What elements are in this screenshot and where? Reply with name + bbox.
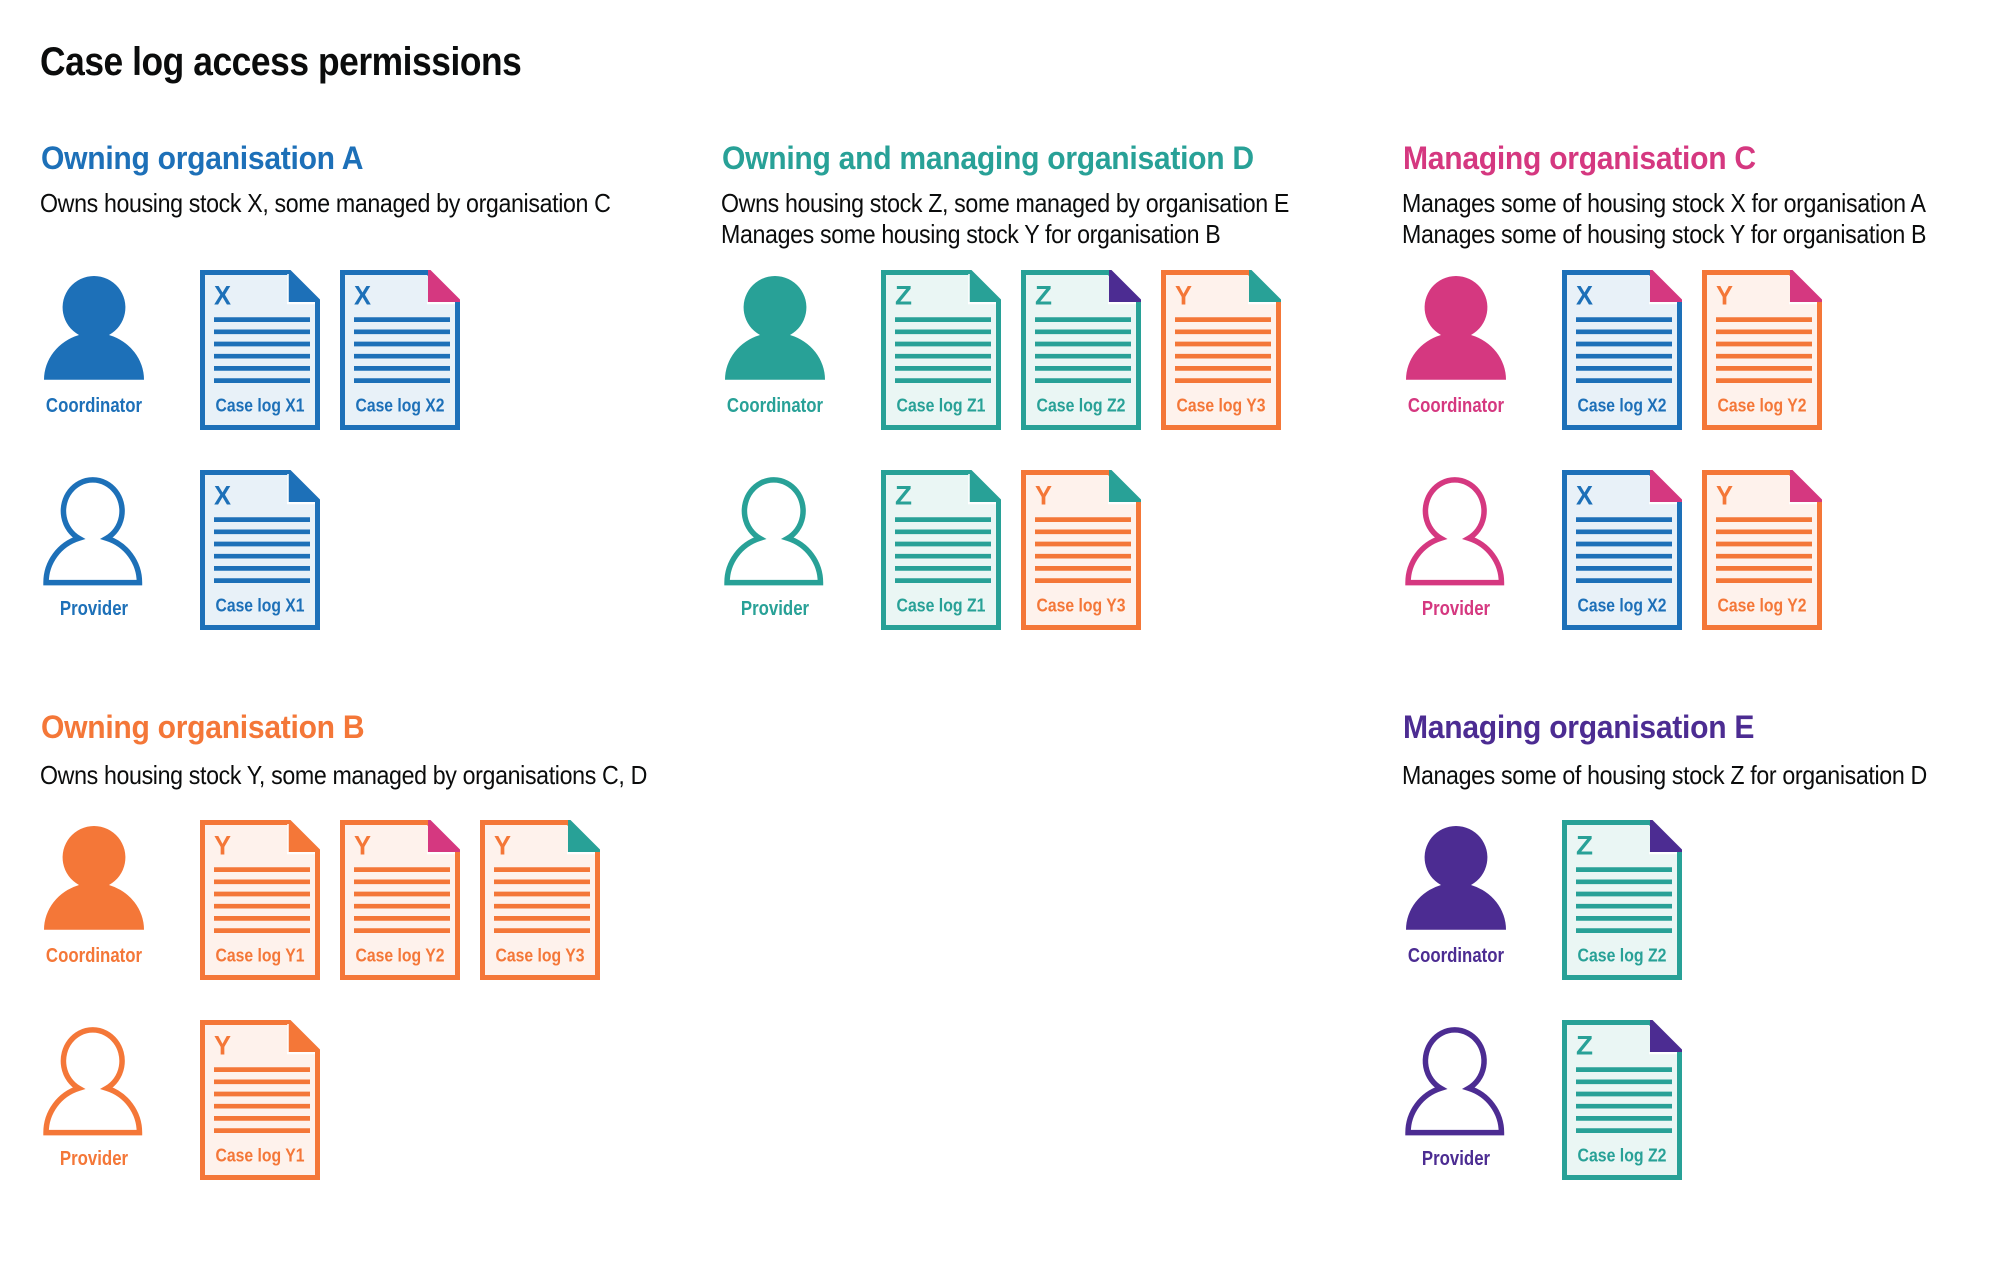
svg-text:Case log Y3: Case log Y3 xyxy=(496,946,585,966)
svg-text:Y: Y xyxy=(1175,281,1192,311)
svg-text:Y: Y xyxy=(354,831,371,861)
svg-text:Z: Z xyxy=(895,281,912,311)
svg-text:X: X xyxy=(214,481,231,511)
svg-text:Z: Z xyxy=(1576,1031,1593,1061)
svg-text:Case log Z2: Case log Z2 xyxy=(1578,946,1667,966)
svg-text:Case log X2: Case log X2 xyxy=(356,396,445,416)
svg-text:Case log Z2: Case log Z2 xyxy=(1037,396,1126,416)
svg-text:Y: Y xyxy=(1716,281,1733,311)
svg-text:Case log Y2: Case log Y2 xyxy=(1718,596,1807,616)
svg-text:Case log X1: Case log X1 xyxy=(216,596,305,616)
svg-text:Z: Z xyxy=(895,481,912,511)
svg-text:Case log Y1: Case log Y1 xyxy=(216,1146,305,1166)
svg-text:Case log Y1: Case log Y1 xyxy=(216,946,305,966)
svg-text:Y: Y xyxy=(1716,481,1733,511)
svg-text:Case log Y3: Case log Y3 xyxy=(1177,396,1266,416)
svg-text:Z: Z xyxy=(1035,281,1052,311)
svg-text:X: X xyxy=(354,281,371,311)
svg-text:Case log Y2: Case log Y2 xyxy=(356,946,445,966)
svg-text:Case log X2: Case log X2 xyxy=(1578,596,1667,616)
svg-text:X: X xyxy=(1576,281,1593,311)
svg-text:Z: Z xyxy=(1576,831,1593,861)
svg-text:Y: Y xyxy=(494,831,511,861)
svg-text:Case log Y3: Case log Y3 xyxy=(1037,596,1126,616)
svg-text:Case log X1: Case log X1 xyxy=(216,396,305,416)
svg-text:Case log Z1: Case log Z1 xyxy=(897,596,986,616)
svg-text:Case log Z2: Case log Z2 xyxy=(1578,1146,1667,1166)
svg-text:Y: Y xyxy=(214,831,231,861)
svg-text:Case log X2: Case log X2 xyxy=(1578,396,1667,416)
svg-text:Y: Y xyxy=(1035,481,1052,511)
svg-text:Case log Z1: Case log Z1 xyxy=(897,396,986,416)
svg-text:Case log Y2: Case log Y2 xyxy=(1718,396,1807,416)
svg-text:X: X xyxy=(214,281,231,311)
svg-text:Y: Y xyxy=(214,1031,231,1061)
svg-text:X: X xyxy=(1576,481,1593,511)
